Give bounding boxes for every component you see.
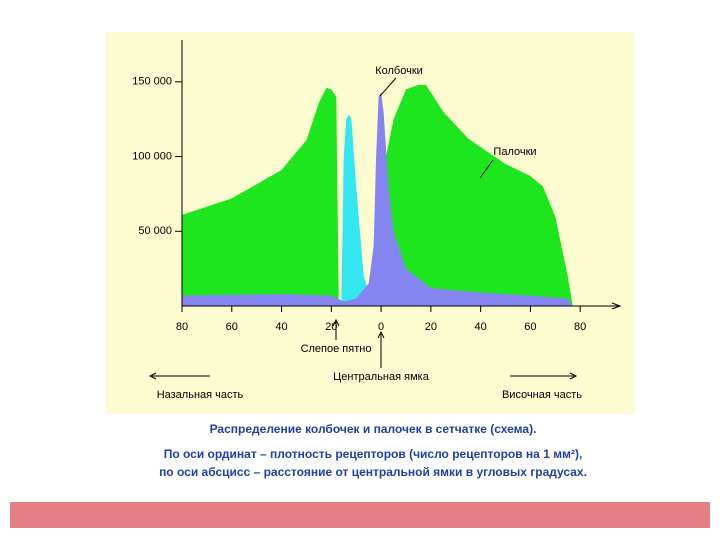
x-tick-label: 20: [425, 321, 437, 333]
series-label: Палочки: [493, 146, 536, 158]
area: [341, 114, 382, 306]
caption: По оси ординат – плотность рецепторов (ч…: [164, 447, 583, 461]
y-tick-label: 50 000: [138, 225, 172, 237]
y-tick-label: 100 000: [132, 150, 172, 162]
annotation-arrows: [148, 77, 578, 380]
x-tick-label: 60: [524, 321, 536, 333]
x-tick-label: 40: [475, 321, 487, 333]
x-tick-label: 80: [574, 321, 586, 333]
x-tick-label: 40: [275, 321, 287, 333]
caption: Распределение колбочек и палочек в сетча…: [210, 422, 537, 436]
footer-bar: [10, 502, 710, 528]
y-tick-label: 150 000: [132, 76, 172, 88]
annotation: Центральная ямка: [333, 371, 430, 383]
x-tick-label: 60: [226, 321, 238, 333]
area: [182, 84, 573, 307]
annotation: Височная часть: [502, 389, 582, 401]
annotation: Назальная часть: [157, 389, 244, 401]
x-tick-label: 0: [378, 321, 384, 333]
area: [182, 92, 573, 306]
caption: по оси абсцисс – расстояние от центральн…: [159, 465, 587, 479]
x-axis-arrow: [611, 302, 622, 310]
x-tick-label: 80: [176, 321, 188, 333]
series-label: Колбочки: [375, 65, 423, 77]
annotation: Слепое пятно: [301, 343, 372, 355]
